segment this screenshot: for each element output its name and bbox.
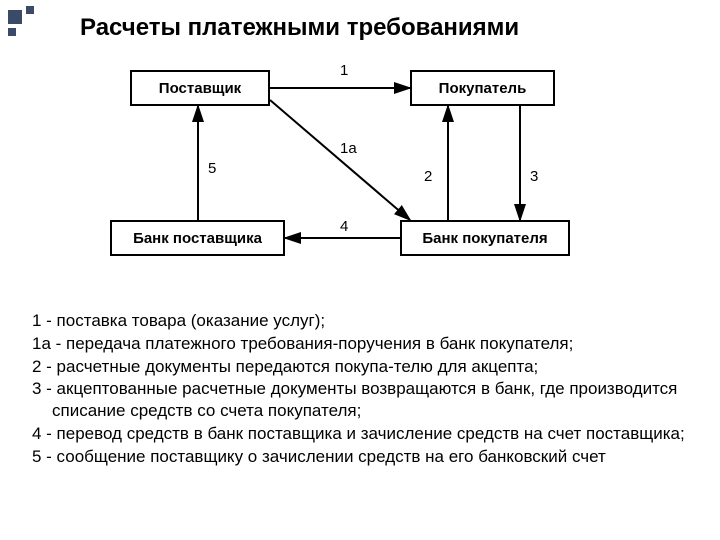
edge-label-e1: 1 bbox=[338, 62, 350, 79]
edge-label-e2: 2 bbox=[422, 168, 434, 185]
flowchart-diagram: Поставщик Покупатель Банк поставщика Банк п… bbox=[110, 60, 580, 270]
edge-e1a bbox=[270, 100, 410, 220]
node-buyer_bank: Банк покупателя bbox=[400, 220, 570, 256]
node-supplier: Поставщик bbox=[130, 70, 270, 106]
legend-item-0: 1 - поставка товара (оказание услуг); bbox=[32, 310, 700, 332]
edge-label-e5: 5 bbox=[206, 160, 218, 177]
legend-item-4: 4 - перевод средств в банк поставщика и … bbox=[32, 423, 700, 445]
node-supplier_bank: Банк поставщика bbox=[110, 220, 285, 256]
legend-item-5: 5 - сообщение поставщику о зачислении ср… bbox=[32, 446, 700, 468]
edge-label-e1a: 1а bbox=[338, 140, 359, 157]
edge-label-e4: 4 bbox=[338, 218, 350, 235]
slide-title: Расчеты платежными требованиями bbox=[80, 14, 700, 42]
edge-label-e3: 3 bbox=[528, 168, 540, 185]
legend-item-1: 1а - передача платежного требования-пору… bbox=[32, 333, 700, 355]
legend-item-2: 2 - расчетные документы передаются покуп… bbox=[32, 356, 700, 378]
legend: 1 - поставка товара (оказание услуг);1а … bbox=[32, 310, 700, 468]
node-buyer: Покупатель bbox=[410, 70, 555, 106]
legend-item-3: 3 - акцептованные расчетные документы во… bbox=[32, 378, 700, 422]
